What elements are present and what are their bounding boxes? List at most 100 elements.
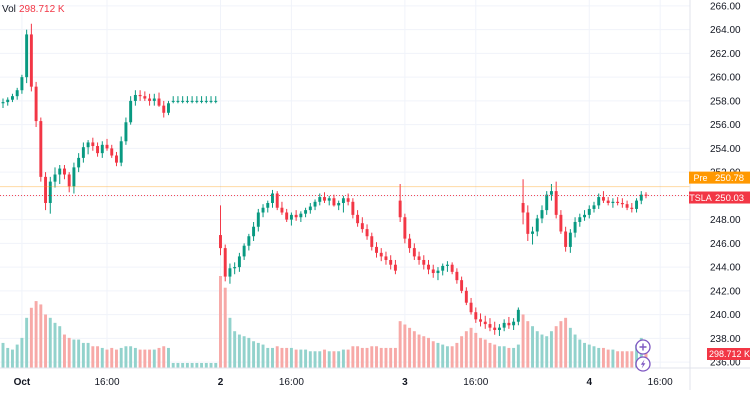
candle-body bbox=[469, 302, 473, 313]
candle bbox=[110, 144, 114, 158]
candle-body bbox=[275, 193, 279, 208]
volume-bar bbox=[521, 314, 525, 368]
volume-bar bbox=[204, 362, 208, 368]
volume-bar bbox=[507, 347, 511, 368]
candle-body bbox=[545, 194, 549, 211]
lightning-button[interactable] bbox=[635, 356, 651, 372]
candle bbox=[6, 97, 10, 106]
candle-body bbox=[200, 100, 204, 102]
candle bbox=[568, 229, 572, 253]
volume-tag-bg bbox=[707, 348, 750, 360]
candle-body bbox=[162, 105, 166, 113]
volume-bar bbox=[242, 336, 246, 368]
candle-body bbox=[119, 141, 123, 163]
price-tick-label: 266.00 bbox=[710, 1, 741, 12]
volume-bar bbox=[294, 349, 298, 368]
candle bbox=[578, 213, 582, 227]
candle bbox=[15, 87, 19, 100]
candle-body bbox=[389, 259, 393, 265]
volume-bar bbox=[616, 351, 620, 368]
candle bbox=[233, 262, 237, 275]
time-tick-label: 2 bbox=[218, 377, 224, 388]
volume-bar bbox=[247, 337, 251, 368]
volume-bar bbox=[351, 346, 355, 368]
volume-bar bbox=[25, 317, 29, 368]
volume-bar bbox=[148, 349, 152, 368]
volume-bar bbox=[625, 351, 629, 368]
candle bbox=[67, 172, 71, 193]
candle-body bbox=[143, 96, 147, 99]
candle-body bbox=[450, 264, 454, 272]
candle-body bbox=[124, 122, 128, 142]
candle bbox=[341, 195, 345, 213]
lightning-icon[interactable] bbox=[640, 359, 646, 369]
candle bbox=[34, 81, 38, 128]
candle-body bbox=[474, 312, 478, 320]
volume-bar bbox=[549, 331, 553, 368]
candle bbox=[431, 264, 435, 278]
candle-body bbox=[483, 321, 487, 325]
grid-layer bbox=[0, 0, 690, 368]
candle bbox=[507, 316, 511, 329]
volume-bar bbox=[441, 344, 445, 368]
candle-body bbox=[427, 264, 430, 270]
volume-bar bbox=[375, 346, 378, 368]
volume-bar bbox=[512, 347, 516, 368]
candle-body bbox=[521, 202, 525, 213]
volume-bar bbox=[516, 344, 520, 368]
volume-bar bbox=[67, 337, 71, 368]
candle bbox=[242, 243, 246, 260]
volume-bar bbox=[630, 351, 634, 368]
volume-bar bbox=[483, 339, 487, 368]
candle-body bbox=[606, 200, 610, 203]
candle bbox=[422, 255, 426, 270]
candle-body bbox=[507, 322, 511, 326]
time-tick-label: 16:00 bbox=[279, 377, 304, 388]
volume-bar bbox=[119, 347, 123, 368]
candle bbox=[479, 313, 482, 327]
candle bbox=[398, 184, 402, 222]
candle bbox=[171, 96, 175, 104]
candle-body bbox=[493, 327, 497, 331]
volume-bar bbox=[53, 322, 57, 368]
price-tick-label: 254.00 bbox=[710, 144, 741, 155]
candle-body bbox=[294, 214, 298, 218]
candle-body bbox=[237, 256, 241, 268]
plus-button[interactable] bbox=[635, 339, 651, 355]
volume-bar bbox=[280, 347, 284, 368]
volume-bar bbox=[237, 334, 241, 368]
candle bbox=[285, 208, 289, 222]
candle-body bbox=[157, 98, 161, 106]
candle bbox=[408, 233, 412, 253]
price-tick-label: 248.00 bbox=[710, 215, 741, 226]
candle bbox=[58, 165, 62, 184]
plus-icon[interactable] bbox=[639, 343, 647, 351]
candle-body bbox=[10, 96, 14, 100]
candle-body bbox=[337, 202, 341, 206]
volume-bar bbox=[526, 321, 530, 368]
candle bbox=[323, 192, 326, 203]
price-tag-label: Pre bbox=[693, 173, 707, 183]
candle-body bbox=[285, 212, 289, 220]
candle bbox=[516, 307, 520, 326]
candle bbox=[115, 151, 118, 167]
candle-body bbox=[91, 142, 95, 147]
candle bbox=[252, 221, 256, 241]
volume-bar bbox=[39, 304, 43, 368]
volume-bar bbox=[256, 342, 260, 368]
candle bbox=[124, 117, 128, 145]
candle-body bbox=[304, 210, 308, 214]
volume-bar bbox=[304, 349, 308, 368]
volume-bar bbox=[62, 334, 66, 368]
candle-body bbox=[360, 223, 364, 230]
candle-body bbox=[370, 236, 374, 247]
volume-bar bbox=[266, 347, 270, 368]
price-tag-value-bg bbox=[712, 191, 750, 204]
candle bbox=[493, 321, 497, 335]
volume-bar bbox=[115, 349, 118, 368]
candle bbox=[271, 189, 274, 208]
candle bbox=[427, 259, 430, 275]
time-tick-label: 16:00 bbox=[94, 377, 119, 388]
